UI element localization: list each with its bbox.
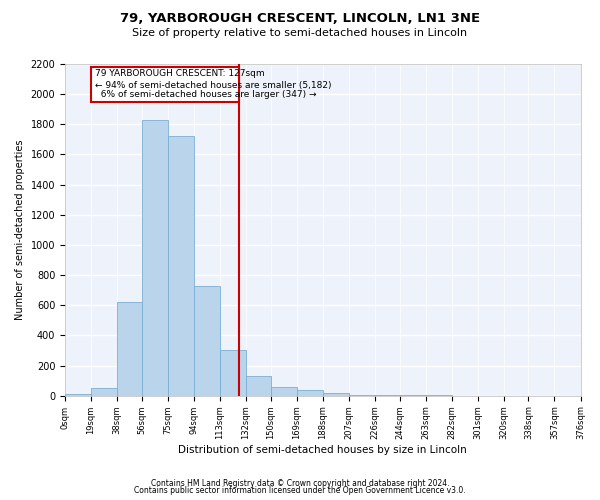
X-axis label: Distribution of semi-detached houses by size in Lincoln: Distribution of semi-detached houses by … bbox=[178, 445, 467, 455]
Bar bbox=[142, 120, 168, 396]
Text: 79 YARBOROUGH CRESCENT: 127sqm: 79 YARBOROUGH CRESCENT: 127sqm bbox=[95, 70, 265, 78]
Text: 6% of semi-detached houses are larger (347) →: 6% of semi-detached houses are larger (3… bbox=[95, 90, 317, 100]
Text: Contains HM Land Registry data © Crown copyright and database right 2024.: Contains HM Land Registry data © Crown c… bbox=[151, 478, 449, 488]
Bar bbox=[194, 286, 220, 396]
Bar bbox=[323, 392, 349, 396]
Bar bbox=[375, 395, 400, 396]
Text: ← 94% of semi-detached houses are smaller (5,182): ← 94% of semi-detached houses are smalle… bbox=[95, 80, 332, 90]
Bar bbox=[65, 394, 91, 396]
Bar bbox=[91, 67, 239, 102]
Bar bbox=[271, 386, 297, 396]
Bar bbox=[349, 395, 375, 396]
Bar bbox=[246, 376, 271, 396]
Bar bbox=[297, 390, 323, 396]
Text: 79, YARBOROUGH CRESCENT, LINCOLN, LN1 3NE: 79, YARBOROUGH CRESCENT, LINCOLN, LN1 3N… bbox=[120, 12, 480, 26]
Y-axis label: Number of semi-detached properties: Number of semi-detached properties bbox=[15, 140, 25, 320]
Bar bbox=[220, 350, 246, 396]
Bar bbox=[168, 136, 194, 396]
Bar bbox=[117, 302, 142, 396]
Text: Contains public sector information licensed under the Open Government Licence v3: Contains public sector information licen… bbox=[134, 486, 466, 495]
Bar bbox=[91, 388, 117, 396]
Text: Size of property relative to semi-detached houses in Lincoln: Size of property relative to semi-detach… bbox=[133, 28, 467, 38]
